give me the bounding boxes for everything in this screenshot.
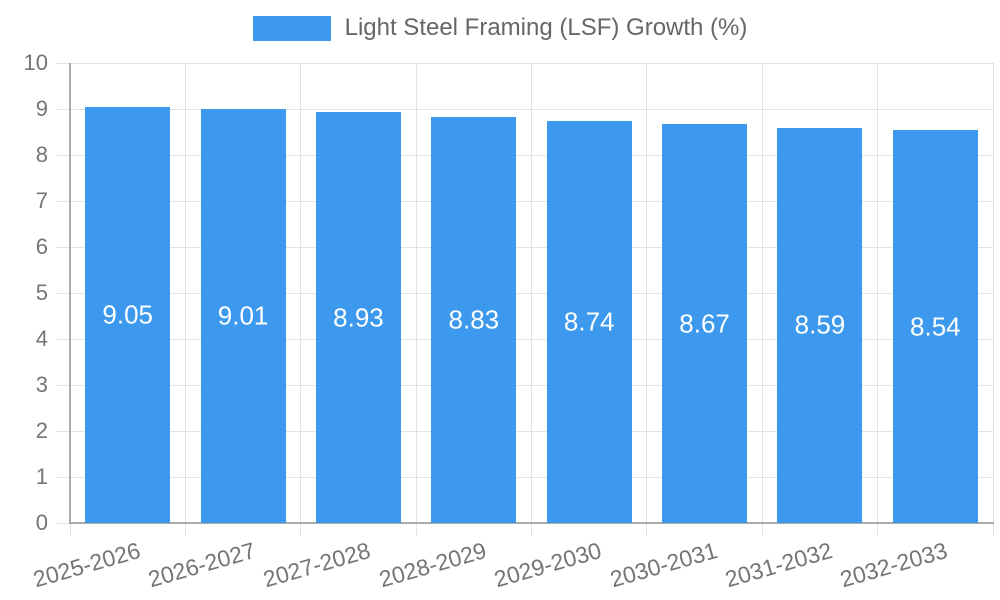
x-tick [184,523,186,536]
x-tick-label: 2030-2031 [606,537,720,593]
bar[interactable] [200,108,286,523]
legend-label: Light Steel Framing (LSF) Growth (%) [344,14,748,41]
x-tick-label: 2031-2032 [722,537,836,593]
bar[interactable] [85,106,171,523]
x-axis-line [69,522,994,524]
x-gridline [184,63,186,523]
y-tick [56,384,70,386]
y-tick-label: 9 [35,96,48,121]
bar-value-label: 9.05 [102,299,153,330]
bar-value-label: 8.74 [563,306,615,337]
x-gridline [877,63,879,523]
x-tick [761,523,763,536]
bar[interactable] [431,116,517,523]
bar[interactable] [662,124,748,523]
y-tick [56,62,70,64]
legend-item[interactable]: Light Steel Framing (LSF) Growth (%) [252,14,748,42]
x-tick-label: 2025-2026 [29,537,143,593]
bar[interactable] [315,112,401,523]
y-tick [56,292,70,294]
bar[interactable] [892,130,978,523]
bar[interactable] [777,127,863,523]
y-tick-label: 8 [35,142,48,167]
x-tick [531,523,532,536]
bar-value-label: 8.67 [679,308,730,339]
y-tick-label: 6 [35,234,48,259]
y-tick [56,108,70,110]
chart-legend: Light Steel Framing (LSF) Growth (%) [0,14,1000,42]
x-gridline [531,63,532,523]
y-tick [56,430,70,432]
x-gridline [415,63,417,523]
y-tick-label: 5 [35,280,48,305]
x-tick [992,523,994,536]
y-tick-label: 0 [35,510,48,535]
y-tick-label: 2 [35,418,48,443]
x-tick-label: 2032-2033 [837,537,951,593]
y-tick [56,154,70,156]
y-tick [56,246,70,248]
bar-value-label: 8.54 [910,311,961,342]
y-tick-label: 7 [35,188,48,213]
y-axis-line [69,63,71,524]
x-gridline [646,63,648,523]
x-tick [69,523,71,536]
x-tick-label: 2029-2030 [491,537,605,593]
x-gridline [761,63,763,523]
bar-value-label: 8.93 [333,302,384,333]
bar-value-label: 8.83 [448,304,500,335]
bar-value-label: 9.01 [217,300,269,331]
y-tick-label: 3 [35,372,48,397]
x-tick [877,523,879,536]
y-tick [56,522,70,524]
x-tick-label: 2028-2029 [376,537,489,593]
x-tick [300,523,302,536]
y-tick [56,338,70,340]
y-tick-label: 1 [35,464,48,489]
x-tick [646,523,648,536]
legend-swatch-icon [252,15,331,41]
y-tick [56,476,70,478]
x-tick-label: 2026-2027 [145,537,259,593]
bar-value-label: 8.59 [794,309,846,340]
bar[interactable] [546,120,632,523]
y-tick-label: 4 [35,326,48,351]
x-gridline [992,63,994,523]
x-gridline [300,63,302,523]
x-tick [415,523,417,536]
y-tick [56,200,70,202]
x-tick-label: 2027-2028 [260,537,374,593]
y-tick-label: 10 [23,50,48,75]
